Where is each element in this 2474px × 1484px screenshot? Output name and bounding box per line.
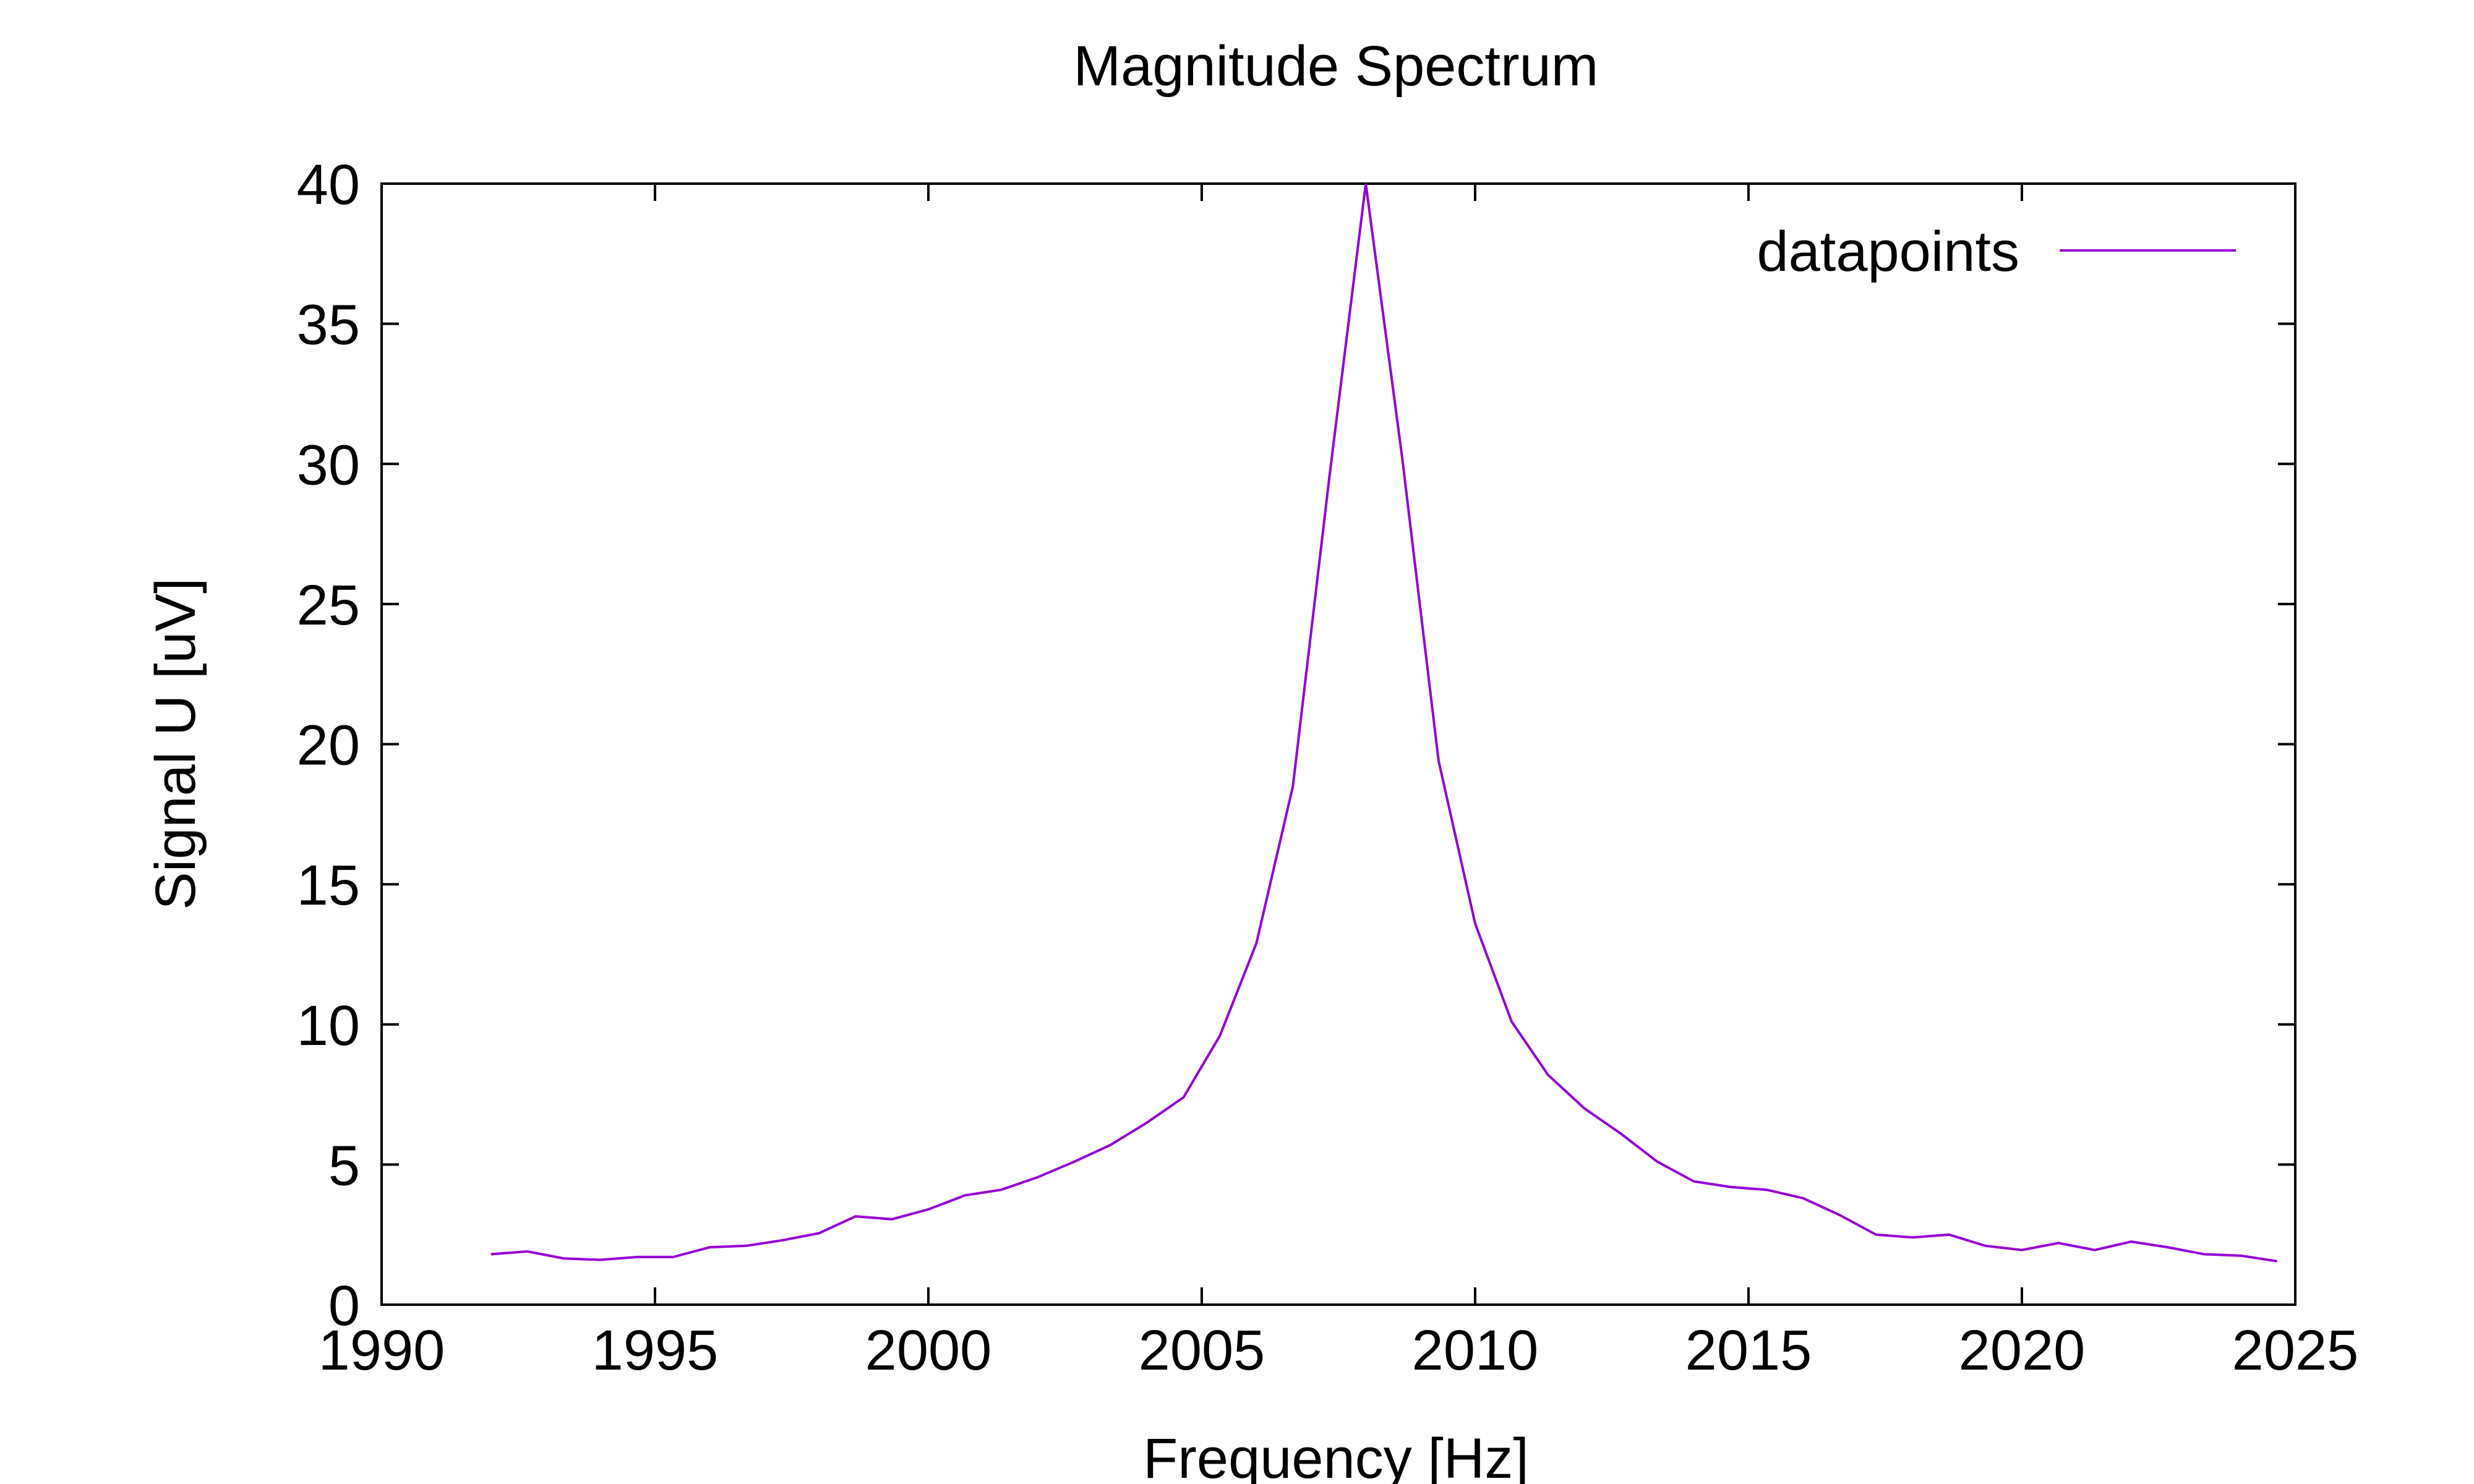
legend: datapoints (1757, 220, 2236, 283)
x-axis-title: Frequency [Hz] (1143, 1427, 1529, 1484)
chart-title: Magnitude Spectrum (1074, 35, 1599, 98)
y-tick-label: 10 (297, 994, 360, 1057)
axis-tick-labels: 1990 1995 2000 2005 2010 2015 2020 202505101520… (297, 153, 2359, 1382)
y-tick-label: 30 (297, 433, 360, 497)
x-tick-label: 1990 (319, 1319, 445, 1382)
x-tick-label: 2025 (2232, 1319, 2359, 1382)
x-tick-label: 2000 (865, 1319, 992, 1382)
x-tick-label: 1995 (592, 1319, 719, 1382)
series-line-datapoints (490, 183, 2277, 1263)
y-tick-label: 35 (297, 294, 360, 357)
legend-label: datapoints (1757, 220, 2019, 283)
y-tick-label: 20 (297, 714, 360, 777)
x-tick-label: 2015 (1685, 1319, 1812, 1382)
x-tick-label: 2020 (1959, 1319, 2086, 1382)
y-tick-label: 5 (328, 1134, 360, 1197)
y-axis-title: Signal U [uV] (144, 578, 207, 910)
x-tick-label: 2005 (1139, 1319, 1265, 1382)
y-tick-label: 25 (297, 574, 360, 637)
y-tick-label: 40 (297, 153, 360, 216)
y-tick-label: 0 (328, 1274, 360, 1337)
y-tick-label: 15 (297, 854, 360, 917)
plot-frame (380, 182, 2296, 1306)
x-tick-label: 2010 (1412, 1319, 1539, 1382)
series-lines (490, 183, 2277, 1263)
axis-ticks (380, 182, 2296, 1306)
